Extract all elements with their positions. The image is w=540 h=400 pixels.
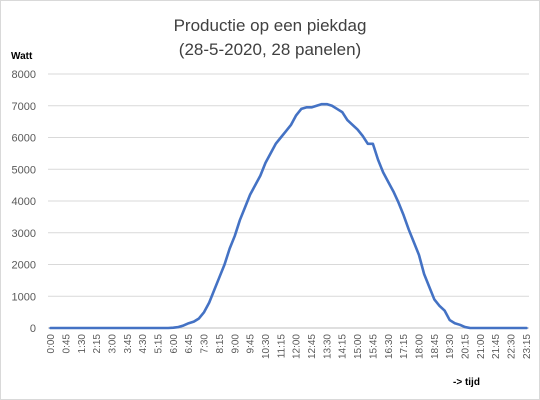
y-tick-label: 2000	[12, 260, 36, 272]
chart-title: Productie op een piekdag	[174, 16, 367, 35]
y-tick-label: 4000	[12, 196, 36, 208]
x-tick-label: 16:30	[384, 334, 395, 359]
x-tick-label: 19:30	[445, 334, 456, 359]
x-tick-label: 11:15	[276, 334, 287, 359]
x-tick-label: 22:30	[507, 334, 518, 359]
x-tick-label: 0:45	[61, 334, 72, 354]
x-tick-label: 12:00	[292, 334, 303, 359]
x-tick-label: 3:00	[107, 334, 118, 354]
y-tick-label: 0	[30, 323, 36, 335]
x-tick-label: 18:00	[414, 334, 425, 359]
x-tick-label: 21:45	[491, 334, 502, 359]
y-axis-label: Watt	[11, 51, 33, 62]
x-tick-label: 6:45	[184, 334, 195, 354]
y-tick-label: 3000	[12, 228, 36, 240]
y-tick-label: 8000	[12, 69, 36, 81]
x-tick-labels: 0:00 0:45 1:30 2:15 3:00 3:45 4:30 5:15 6:00 6:45…	[46, 334, 533, 359]
x-tick-label: 20:15	[461, 334, 472, 359]
x-tick-label: 6:00	[169, 334, 180, 354]
x-tick-label: 10:30	[261, 334, 272, 359]
series-group	[49, 102, 528, 330]
x-tick-label: 18:45	[430, 334, 441, 359]
x-tick-label: 8:15	[215, 334, 226, 354]
x-tick-label: 0:00	[46, 334, 57, 354]
x-tick-label: 15:00	[353, 334, 364, 359]
y-tick-label: 7000	[12, 101, 36, 113]
x-tick-label: 5:15	[154, 334, 165, 354]
x-tick-label: 23:15	[522, 334, 533, 359]
x-tick-label: 9:00	[230, 334, 241, 354]
x-tick-label: 4:30	[138, 334, 149, 354]
y-tick-label: 1000	[12, 291, 36, 303]
x-tick-label: 21:00	[476, 334, 487, 359]
x-axis-label: -> tijd	[453, 377, 480, 388]
x-tick-label: 7:30	[200, 334, 211, 354]
y-tick-labels: 0 1000 2000 3000 4000 5000 6000 7000 8000	[12, 69, 36, 335]
x-tick-label: 12:45	[307, 334, 318, 359]
x-tick-label: 14:15	[338, 334, 349, 359]
x-tick-label: 3:45	[123, 334, 134, 354]
gridlines	[48, 73, 529, 329]
x-tick-label: 1:30	[77, 334, 88, 354]
chart-subtitle: (28-5-2020, 28 panelen)	[179, 40, 361, 59]
y-tick-label: 5000	[12, 164, 36, 176]
x-tick-label: 9:45	[246, 334, 257, 354]
y-tick-label: 6000	[12, 133, 36, 145]
series-line	[49, 102, 528, 330]
x-tick-label: 17:15	[399, 334, 410, 359]
x-tick-label: 15:45	[368, 334, 379, 359]
x-tick-label: 13:30	[322, 334, 333, 359]
x-tick-label: 2:15	[92, 334, 103, 354]
